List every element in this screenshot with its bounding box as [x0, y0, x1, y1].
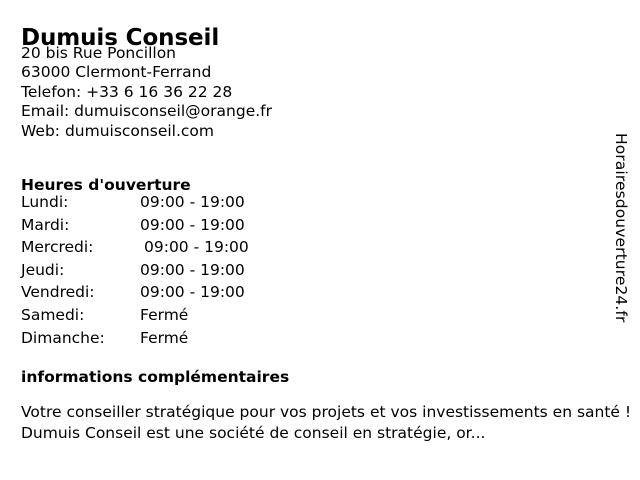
site-watermark-label: Horairesdouverture24.fr	[612, 133, 630, 323]
table-row: Vendredi: 09:00 - 19:00	[21, 283, 249, 306]
table-row: Jeudi: 09:00 - 19:00	[21, 261, 249, 284]
address-street: 20 bis Rue Poncillon	[21, 44, 177, 62]
hours-day-label: Samedi:	[21, 305, 85, 324]
additional-info-text: Votre conseiller stratégique pour vos pr…	[21, 402, 632, 443]
hours-time-value: 09:00 - 19:00	[140, 260, 245, 279]
hours-day-label: Lundi:	[21, 193, 69, 211]
hours-time-value: 09:00 - 19:00	[140, 193, 245, 211]
opening-hours-heading: Heures d'ouverture	[21, 175, 191, 194]
hours-day-label: Jeudi:	[21, 260, 65, 279]
hours-time-value: 09:00 - 19:00	[140, 215, 245, 234]
table-row: Dimanche: Fermé	[21, 329, 249, 352]
hours-time-value: Fermé	[140, 328, 189, 347]
hours-day-label: Mardi:	[21, 215, 70, 234]
hours-time-value: 09:00 - 19:00	[140, 283, 245, 302]
contact-block: 20 bis Rue Poncillon 63000 Clermont-Ferr…	[21, 44, 272, 141]
phone-line: Telefon: +33 6 16 36 22 28	[21, 82, 233, 101]
table-row: Samedi: Fermé	[21, 306, 249, 329]
page-title: Dumuis Conseil	[21, 25, 220, 52]
hours-day-label: Vendredi:	[21, 283, 95, 302]
table-row: Mercredi: 09:00 - 19:00	[21, 238, 249, 261]
address-city: 63000 Clermont-Ferrand	[21, 63, 212, 82]
site-watermark: Horairesdouverture24.fr	[611, 133, 633, 339]
email-line: Email: dumuisconseil@orange.fr	[21, 102, 272, 121]
additional-info-heading: informations complémentaires	[21, 367, 290, 386]
hours-day-label: Mercredi:	[21, 238, 94, 257]
hours-time-value: Fermé	[140, 305, 189, 324]
opening-hours-table: Lundi: 09:00 - 19:00 Mardi: 09:00 - 19:0…	[21, 193, 249, 351]
website-line: Web: dumuisconseil.com	[21, 121, 214, 140]
table-row: Mardi: 09:00 - 19:00	[21, 216, 249, 239]
hours-day-label: Dimanche:	[21, 328, 105, 347]
table-row: Lundi: 09:00 - 19:00	[21, 193, 249, 216]
hours-time-value: 09:00 - 19:00	[144, 238, 249, 257]
